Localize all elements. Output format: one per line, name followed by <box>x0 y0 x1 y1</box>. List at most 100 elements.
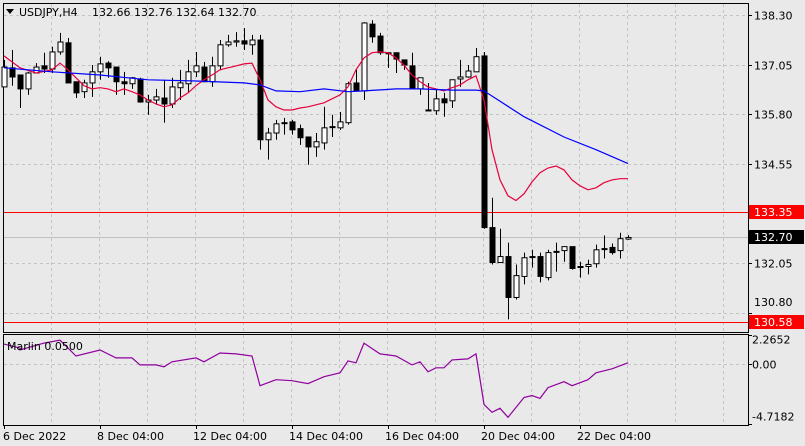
triangle-down-icon[interactable] <box>6 9 14 14</box>
candle-body-bullish <box>153 96 160 101</box>
candle <box>89 65 96 97</box>
candle-body-bullish <box>497 256 504 264</box>
candle-body-bullish <box>265 132 272 141</box>
candle <box>313 132 320 157</box>
candle-body-bearish <box>481 55 488 229</box>
price-tick-label: 135.80 <box>754 109 793 122</box>
time-tick-label: 6 Dec 2022 <box>3 430 66 443</box>
candle-body-bearish <box>161 97 168 105</box>
candle-body-bullish <box>577 265 584 268</box>
candle <box>609 243 616 255</box>
candle-body-bearish <box>505 256 512 298</box>
candle <box>97 56 104 80</box>
candle <box>569 246 576 270</box>
candle-body-bullish <box>185 71 192 85</box>
price-tick-label: 138.30 <box>754 10 793 23</box>
candle <box>257 34 264 150</box>
candle <box>585 259 592 275</box>
candle-body-bullish <box>345 83 352 124</box>
candle <box>377 32 384 55</box>
candle <box>113 66 120 95</box>
candle <box>289 119 296 135</box>
candle-body-bearish <box>289 121 296 131</box>
candle-body-bearish <box>441 98 448 104</box>
candle <box>553 242 560 272</box>
candle-body-bullish <box>465 70 472 78</box>
candle-body-bullish <box>473 56 480 73</box>
candle <box>193 51 200 77</box>
candle <box>249 34 256 55</box>
candle-body-bullish <box>273 123 280 134</box>
candle <box>617 232 624 259</box>
candle <box>345 81 352 125</box>
candle <box>513 264 520 300</box>
candle <box>337 111 344 130</box>
candle-body-bearish <box>121 81 128 85</box>
candle-body-bearish <box>65 42 72 84</box>
level-price-label-bg <box>749 205 804 219</box>
indicator-name: Marlin 0.0500 <box>7 340 83 353</box>
candle <box>9 49 16 86</box>
candle <box>185 59 192 93</box>
candle <box>441 92 448 117</box>
time-tick-label: 14 Dec 04:00 <box>289 430 363 443</box>
price-tick-label: 137.05 <box>754 60 793 73</box>
candle-body-bullish <box>225 41 232 46</box>
candle-body-bullish <box>321 127 328 144</box>
candle-body-bearish <box>257 39 264 141</box>
candle-body-bullish <box>433 98 440 112</box>
candle <box>361 22 368 101</box>
candle-body-bullish <box>89 71 96 84</box>
candle-body-bullish <box>169 86 176 105</box>
candle-body-bullish <box>49 51 56 70</box>
candle <box>297 124 304 145</box>
candle <box>137 77 144 103</box>
candle <box>41 52 48 74</box>
candle <box>105 61 112 78</box>
bid-price-label: 132.70 <box>754 231 793 244</box>
candle-body-bearish <box>41 65 48 70</box>
candle-body-bullish <box>313 141 320 148</box>
candle <box>305 136 312 165</box>
candle-body-bullish <box>177 82 184 89</box>
candle <box>329 114 336 137</box>
candle <box>177 69 184 101</box>
candle <box>25 71 32 95</box>
candle-body-bullish <box>521 257 528 277</box>
level-price-label-bg <box>749 315 804 329</box>
slow-moving-average-line <box>3 67 629 165</box>
candle-body-bullish <box>1 66 8 88</box>
candle-body-bullish <box>25 72 32 90</box>
candle <box>217 40 224 70</box>
candle-body-bearish <box>9 67 16 78</box>
candle-body-bullish <box>593 249 600 265</box>
candle-body-bearish <box>609 246 616 254</box>
candle-body-bearish <box>377 35 384 54</box>
candle-body-bullish <box>329 126 336 129</box>
candle <box>225 34 232 47</box>
candle <box>1 59 8 88</box>
candle-body-bearish <box>105 62 112 69</box>
candle <box>489 197 496 265</box>
candle-body-bearish <box>353 82 360 92</box>
marlin-indicator-line <box>3 339 629 419</box>
level-price-label: 130.58 <box>754 316 793 329</box>
candle <box>545 249 552 281</box>
level-price-label: 133.35 <box>754 206 793 219</box>
candle-body-bearish <box>369 23 376 38</box>
indicator-panel <box>3 334 749 426</box>
candle-body-bearish <box>569 246 576 269</box>
candle <box>73 81 80 99</box>
candle-body-bullish <box>529 256 536 259</box>
candle-body-bearish <box>489 227 496 264</box>
candle-body-bullish <box>57 41 64 53</box>
time-tick-label: 8 Dec 04:00 <box>97 430 164 443</box>
price-tick-label: 130.80 <box>754 296 793 309</box>
candle-body-bearish <box>305 136 312 148</box>
candle <box>57 32 64 55</box>
fast-moving-average-line <box>3 51 628 202</box>
candle-body-bearish <box>73 81 80 94</box>
candle <box>161 79 168 123</box>
candle-body-bullish <box>585 264 592 267</box>
